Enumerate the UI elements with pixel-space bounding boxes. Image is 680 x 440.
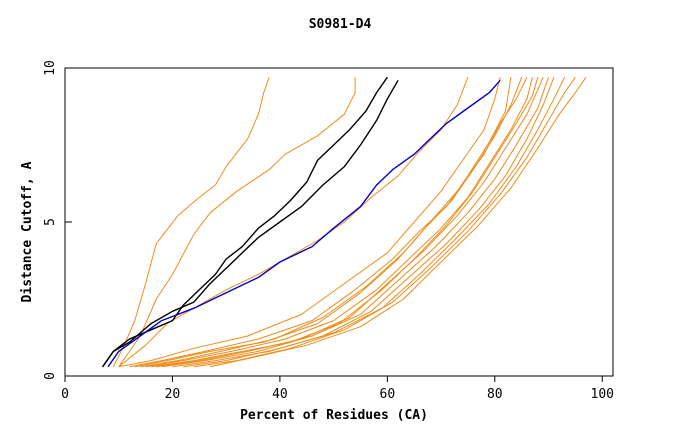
series-line-orange-6 bbox=[134, 77, 523, 368]
x-tick-label: 20 bbox=[165, 387, 181, 402]
y-axis-label: Distance Cutoff, A bbox=[20, 161, 35, 302]
series-line-orange-4 bbox=[118, 77, 501, 368]
series-line-orange-1 bbox=[112, 77, 270, 368]
ticks-layer: 0 20 40 60 80 100 0 5 10 bbox=[43, 60, 614, 402]
series-line-black-2 bbox=[102, 79, 399, 368]
series-line-orange-11 bbox=[161, 77, 549, 368]
series-line-orange-5 bbox=[129, 77, 512, 368]
x-tick-label: 0 bbox=[61, 387, 69, 402]
series-line-orange-7 bbox=[140, 76, 528, 368]
series-line-orange-15 bbox=[209, 76, 587, 368]
y-tick-label: 0 bbox=[43, 372, 58, 380]
x-tick-label: 80 bbox=[487, 387, 503, 402]
series-line-orange-8 bbox=[145, 77, 533, 368]
x-tick-label: 40 bbox=[272, 387, 288, 402]
series-line-orange-13 bbox=[183, 76, 566, 368]
series-line-orange-2 bbox=[118, 77, 356, 368]
series-layer bbox=[102, 76, 587, 368]
series-line-orange-10 bbox=[156, 77, 544, 368]
series-line-black-1 bbox=[102, 76, 388, 368]
series-line-orange-3 bbox=[118, 77, 469, 368]
y-tick-label: 5 bbox=[43, 218, 58, 226]
x-tick-label: 60 bbox=[380, 387, 396, 402]
x-axis-label: Percent of Residues (CA) bbox=[240, 408, 428, 423]
y-tick-label: 10 bbox=[43, 60, 58, 76]
series-line-orange-12 bbox=[172, 77, 555, 368]
x-tick-label: 100 bbox=[591, 387, 614, 402]
series-line-blue bbox=[107, 79, 501, 368]
series-line-orange-14 bbox=[193, 76, 576, 368]
chart-title: S0981-D4 bbox=[309, 17, 372, 32]
